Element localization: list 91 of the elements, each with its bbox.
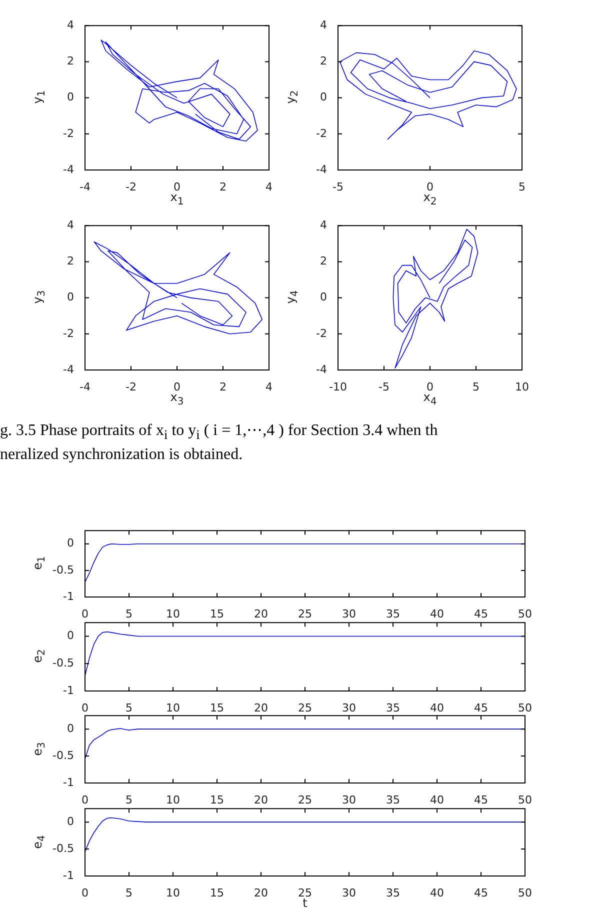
x-tick-label: 0 [82, 607, 88, 620]
y-tick-label: -1 [63, 684, 74, 697]
x-tick-label: 15 [210, 607, 224, 620]
x-tick-label: 35 [386, 701, 400, 714]
x-tick-label: 45 [474, 886, 488, 900]
x-tick-label: 35 [386, 886, 400, 900]
y-tick-label: -4 [63, 162, 74, 176]
y-tick-label: -0.5 [52, 748, 74, 762]
y-tick-label: 2 [320, 254, 327, 268]
x-tick-label: 45 [474, 701, 488, 714]
y-tick-label: -1 [63, 776, 74, 789]
y-tick-label: -0.5 [52, 656, 74, 670]
x-tick-label: 45 [474, 607, 488, 620]
y-tick-label: 4 [320, 218, 327, 232]
text: g. 3.5 Phase portraits of x$_{i}$ to y$_{i}$ ( i = 1,⋯,4 ) for Section 3.4 when th [0, 421, 439, 444]
y-tick-label: 0 [67, 814, 74, 828]
x-tick-label: -2 [126, 380, 136, 394]
y-tick-label: 0 [320, 290, 327, 304]
x-tick-label: 30 [342, 886, 356, 900]
y-tick-label: 0 [67, 290, 74, 304]
x-tick-label: 15 [210, 701, 224, 714]
x-tick-label: 15 [210, 886, 224, 900]
x-tick-label: -2 [126, 180, 136, 194]
x-tick-label: -4 [80, 380, 90, 394]
y-tick-label: 4 [320, 18, 327, 32]
y-tick-label: 2 [67, 254, 74, 268]
x-tick-label: -4 [80, 180, 90, 194]
y-tick-label: -2 [316, 126, 327, 140]
x-tick-label: 20 [254, 793, 268, 806]
x-tick-label: 40 [430, 793, 444, 806]
y-tick-label: -1 [63, 868, 74, 882]
y-tick-label: -0.5 [52, 842, 74, 855]
y-tick-label: -2 [63, 126, 74, 140]
x-tick-label: 40 [430, 607, 444, 620]
x-tick-label: 5 [126, 793, 132, 806]
x-tick-label: -10 [329, 380, 347, 394]
x-tick-label: 0 [82, 886, 88, 900]
text: neralized synchronization is obtained. [0, 446, 244, 465]
y-tick-label: 0 [67, 536, 74, 550]
x-tick-label: 50 [518, 793, 532, 806]
y-tick-label: 2 [67, 54, 74, 68]
x-tick-label: 25 [298, 607, 312, 620]
y-tick-label: 4 [67, 18, 74, 32]
x-tick-label: 20 [254, 886, 268, 900]
x-tick-label: 50 [518, 886, 532, 900]
x-tick-label: 30 [342, 793, 356, 806]
x-tick-label: 2 [220, 180, 226, 194]
x-tick-label: 40 [430, 701, 444, 714]
x-tick-label: 5 [126, 701, 132, 714]
x-tick-label: 50 [518, 607, 532, 620]
x-tick-label: 4 [266, 180, 272, 194]
x-tick-label: 45 [474, 793, 488, 806]
x-tick-label: 10 [166, 793, 180, 806]
x-tick-label: 4 [266, 380, 272, 394]
y-tick-label: 0 [67, 722, 74, 735]
y-tick-label: 0 [320, 90, 327, 104]
x-tick-label: 15 [210, 793, 224, 806]
x-tick-label: 10 [166, 886, 180, 900]
x-tick-label: 0 [82, 701, 88, 714]
x-tick-label: 35 [386, 607, 400, 620]
x-tick-label: 50 [518, 701, 532, 714]
x-tick-label: 5 [126, 886, 132, 900]
y-tick-label: -2 [63, 326, 74, 340]
y-tick-label: -4 [316, 162, 327, 176]
x-tick-label: 5 [126, 607, 132, 620]
x-tick-label: 10 [166, 607, 180, 620]
x-tick-label: 30 [342, 607, 356, 620]
x-tick-label: -5 [332, 180, 344, 194]
y-tick-label: -4 [316, 362, 327, 376]
x-tick-label: 20 [254, 701, 268, 714]
x-tick-label: 35 [386, 793, 400, 806]
x-tick-label: -5 [378, 380, 390, 394]
y-tick-label: -0.5 [52, 563, 74, 576]
x-tick-label: 40 [430, 886, 444, 900]
x-tick-label: 10 [515, 380, 529, 394]
x-tick-label: 30 [342, 701, 356, 714]
x-tick-label: 2 [220, 380, 226, 394]
y-tick-label: 0 [67, 629, 74, 642]
x-tick-label: 0 [82, 793, 88, 806]
y-tick-label: -4 [63, 362, 74, 376]
x-tick-label: 5 [518, 180, 526, 194]
x-tick-label: 20 [254, 607, 268, 620]
y-tick-label: 2 [320, 54, 327, 68]
y-tick-label: -2 [316, 326, 327, 340]
y-tick-label: -1 [63, 590, 74, 603]
y-tick-label: 0 [67, 90, 74, 104]
x-tick-label: 10 [166, 701, 180, 714]
y-tick-label: 4 [67, 218, 74, 232]
x-tick-label: 25 [298, 793, 312, 806]
x-tick-label: 5 [472, 380, 480, 394]
x-tick-label: 25 [298, 701, 312, 714]
